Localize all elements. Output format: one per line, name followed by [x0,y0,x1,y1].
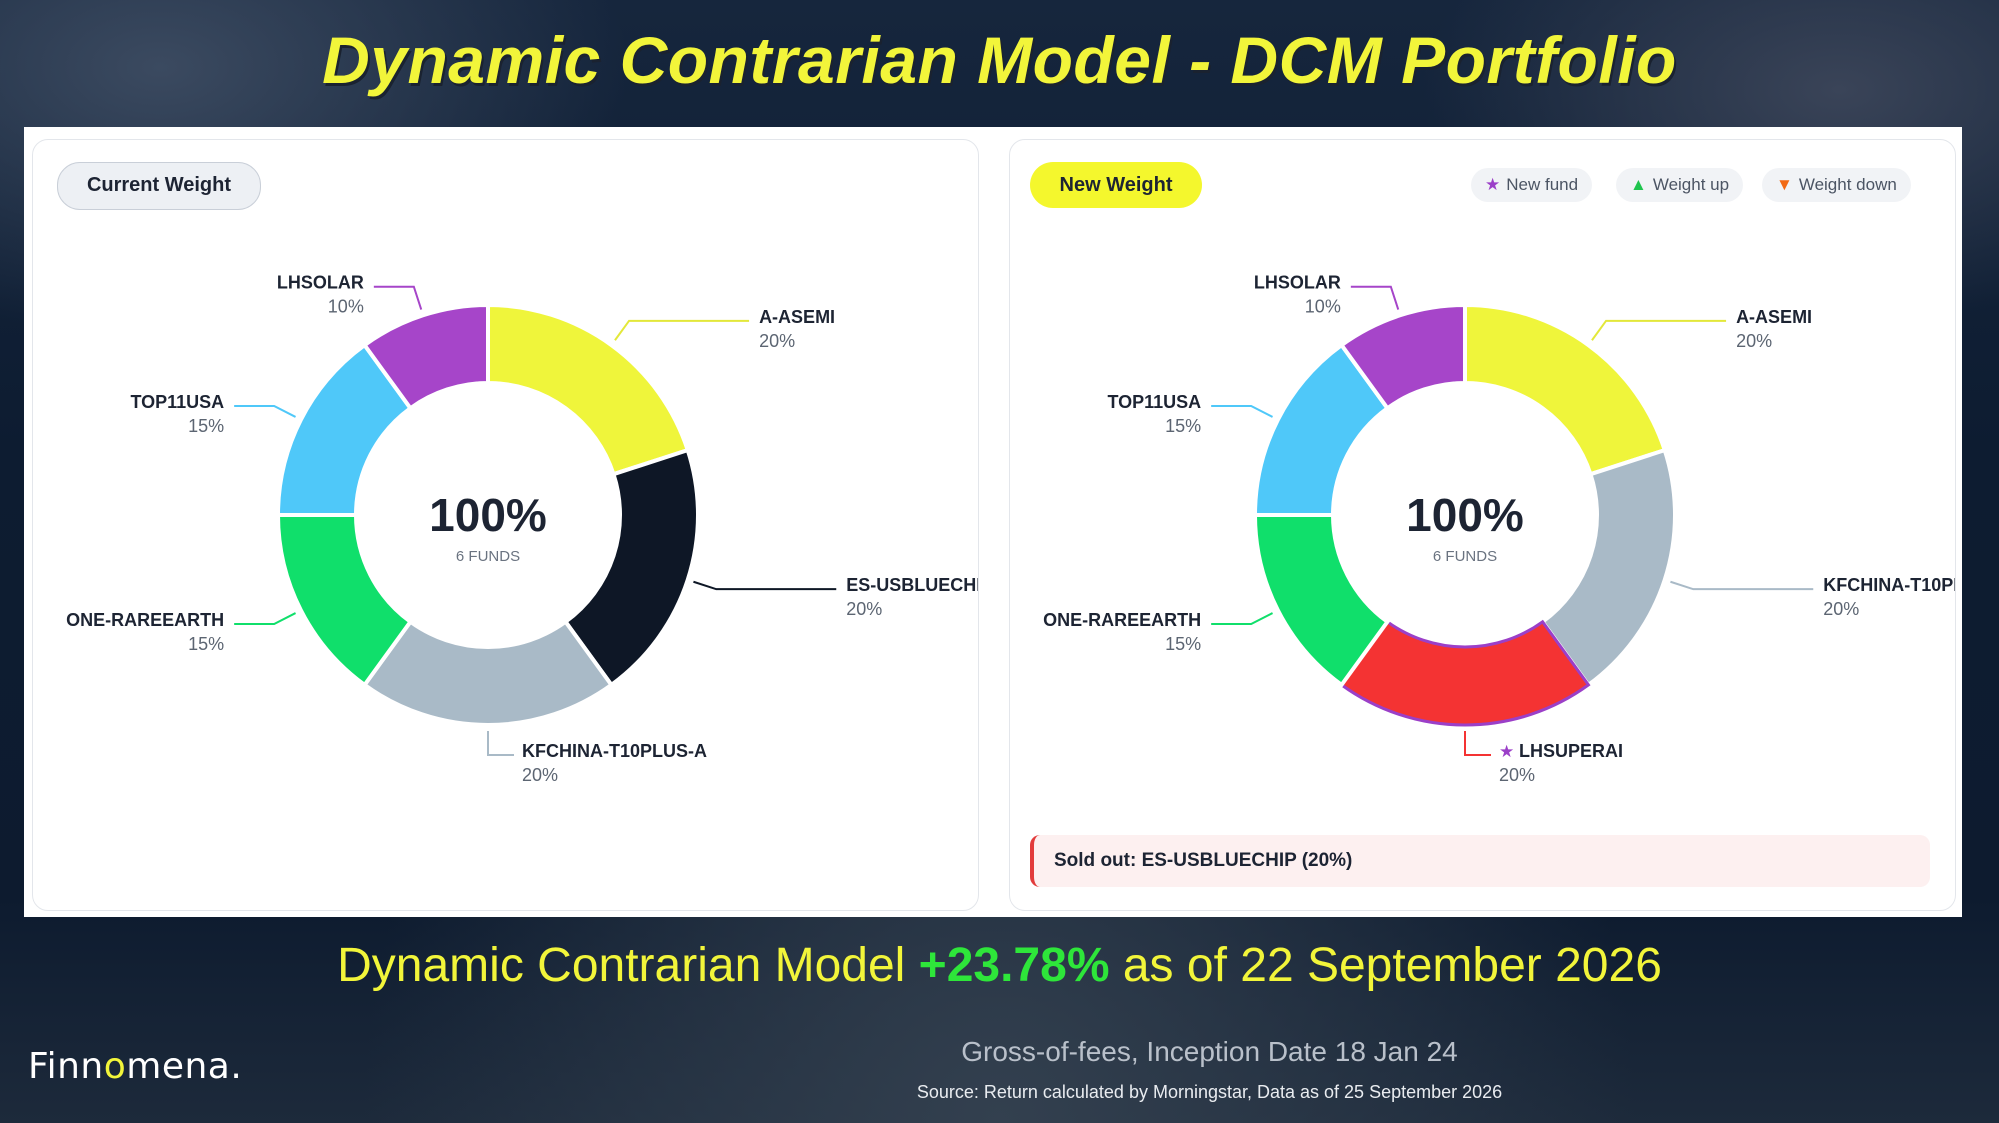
logo-text-start: Finn [28,1046,104,1087]
donut-center-label: 6 FUNDS [1433,548,1497,565]
legend-weight-down-label: Weight down [1798,175,1897,194]
new-weight-badge: New Weight [1030,162,1202,208]
donut-slice-lhsolar [1338,302,1467,412]
logo-text-end: mena. [126,1046,243,1087]
slice-value-lhsuperai: 20% [1499,765,1535,785]
performance-line: Dynamic Contrarian Model +23.78% as of 2… [0,938,1999,993]
slice-label-one-rareearth: ONE-RAREEARTH [1043,610,1201,630]
leader-line-one-rareearth [1211,612,1273,625]
slice-label-a-asemi: A-ASEMI [1736,307,1812,327]
donut-slice-lhsolar [361,302,490,412]
leader-line-es-usbluechip [693,580,837,591]
leader-line-a-asemi [1591,319,1727,341]
leader-line-lhsolar [1350,285,1400,310]
donut-center-label: 6 FUNDS [456,548,520,565]
legend-new-fund-label: New fund [1506,175,1579,194]
current-weight-card: Current Weight A-ASEMI 20% ES-USBLUECHIP 20… [32,139,979,911]
performance-label: Dynamic Contrarian Model [337,939,906,992]
legend-weight-up-label: Weight up [1652,175,1730,194]
slice-value-one-rareearth: 15% [1165,634,1201,654]
donut-slice-a-asemi [1463,302,1668,477]
slice-value-kfchina-t10plus-a: 20% [522,765,558,785]
slice-value-lhsolar: 10% [1305,297,1341,317]
new-weight-donut-chart: A-ASEMI 20% KFCHINA-T10PLUS-A 20% ★ LHSUPERAI… [1043,273,1955,785]
performance-value: +23.78% [918,939,1110,992]
logo-text-accent: o [103,1046,127,1087]
sold-out-notice: Sold out: ES-USBLUECHIP (20%) [1030,835,1930,887]
new-fund-star-icon: ★ [1499,742,1514,761]
slice-label-lhsuperai: LHSUPERAI [1519,741,1623,761]
legend-weight-up: ▲ Weight up [1616,168,1744,202]
finnomena-logo: Finnomena. [28,1046,242,1087]
current-weight-badge: Current Weight [57,162,261,210]
leader-line-a-asemi [614,319,750,341]
slice-label-a-asemi: A-ASEMI [759,307,835,327]
slice-value-top11usa: 15% [1165,416,1201,436]
source-note: Source: Return calculated by Morningstar… [916,1082,1503,1102]
leader-line-top11usa [234,405,296,418]
donut-slice-a-asemi [486,302,691,477]
slice-label-lhsolar: LHSOLAR [1254,273,1341,293]
slice-value-top11usa: 15% [188,416,224,436]
slice-label-one-rareearth: ONE-RAREEARTH [66,610,224,630]
slice-value-kfchina-t10plus-a: 20% [1823,599,1859,619]
legend-new-fund: ★ New fund [1471,168,1593,202]
slice-label-kfchina-t10plus-a: KFCHINA-T10PLUS-A [522,741,707,761]
leader-line-kfchina-t10plus-a [487,731,514,756]
donut-center-value: 100% [1406,489,1524,541]
new-weight-card: New Weight ★ New fund ▲ Weight up ▼ Weight … [1009,139,1956,911]
leader-line-one-rareearth [234,612,296,625]
leader-line-lhsuperai [1464,731,1491,756]
slice-value-a-asemi: 20% [1736,331,1772,351]
fees-note: Gross-of-fees, Inception Date 18 Jan 24 [961,1036,1458,1067]
panels-area: Current Weight A-ASEMI 20% ES-USBLUECHIP 20… [24,127,1962,917]
leader-line-top11usa [1211,405,1273,418]
triangle-up-icon: ▲ [1630,175,1647,194]
performance-date: as of 22 September 2026 [1122,939,1662,992]
legend-weight-down: ▼ Weight down [1762,168,1911,202]
leader-line-lhsolar [373,285,423,310]
star-icon: ★ [1485,175,1501,194]
slice-label-lhsolar: LHSOLAR [277,273,364,293]
slice-value-es-usbluechip: 20% [846,599,882,619]
slice-value-one-rareearth: 15% [188,634,224,654]
slice-value-a-asemi: 20% [759,331,795,351]
slice-label-top11usa: TOP11USA [1107,392,1201,412]
slide-title: Dynamic Contrarian Model - DCM Portfolio [322,23,1677,97]
leader-line-kfchina-t10plus-a [1670,580,1814,591]
slice-label-top11usa: TOP11USA [130,392,224,412]
slice-label-kfchina-t10plus-a: KFCHINA-T10PLUS-A [1823,575,1955,595]
slice-value-lhsolar: 10% [328,297,364,317]
triangle-down-icon: ▼ [1776,175,1793,194]
donut-center-value: 100% [429,489,547,541]
current-weight-donut-chart: A-ASEMI 20% ES-USBLUECHIP 20% KFCHINA-T10PLU… [66,273,978,785]
slice-label-es-usbluechip: ES-USBLUECHIP [846,575,978,595]
